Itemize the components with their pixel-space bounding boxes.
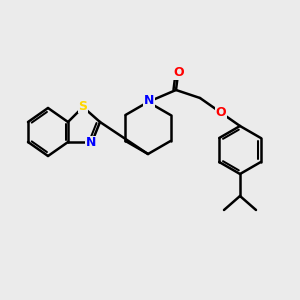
Text: O: O [216,106,226,118]
Text: N: N [86,136,96,149]
Text: S: S [79,100,88,112]
Text: O: O [174,67,184,80]
Text: N: N [144,94,154,107]
